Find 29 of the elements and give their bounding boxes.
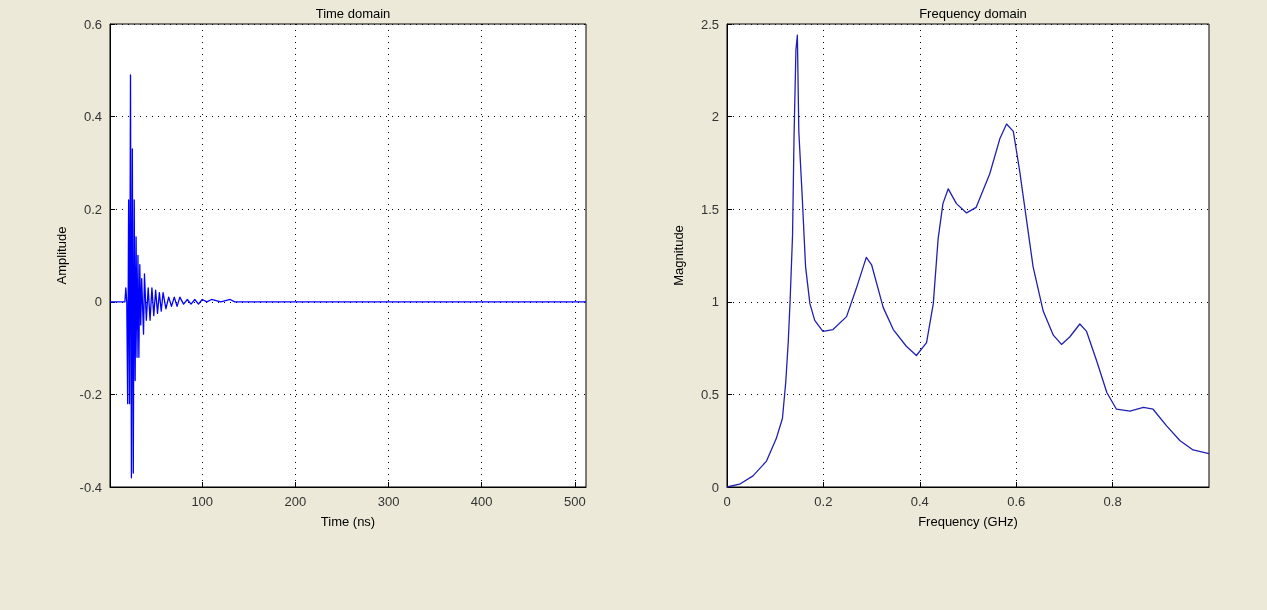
x-tick-label: 200 [284, 494, 307, 509]
y-axis-title: Amplitude [54, 226, 69, 285]
y-tick-label: 1 [711, 294, 719, 310]
y-tick-label: -0.2 [79, 386, 102, 402]
line-series [109, 74, 587, 479]
x-tick-label: 300 [377, 494, 400, 509]
y-tick-label: 2.5 [700, 16, 719, 32]
x-tick-label: 100 [191, 494, 214, 509]
chart-title: Frequency domain [919, 6, 1027, 21]
y-tick-label: 0.6 [83, 16, 102, 32]
y-tick-label: -0.4 [79, 479, 102, 495]
x-tick-label: 500 [563, 494, 586, 509]
x-tick-label: 0.4 [910, 494, 929, 509]
y-tick-label: 2 [711, 109, 719, 125]
x-axis-title: Time (ns) [320, 514, 376, 529]
y-axis-title: Magnitude [671, 225, 686, 286]
y-tick-label: 0.4 [83, 109, 102, 125]
y-tick-label: 0 [711, 479, 719, 495]
y-tick-label: 0 [94, 294, 102, 310]
x-tick-label: 0.2 [814, 494, 833, 509]
x-axis-title: Frequency (GHz) [918, 514, 1018, 529]
x-tick-label: 400 [470, 494, 493, 509]
y-tick-label: 0.2 [83, 201, 102, 217]
x-tick-label: 0.6 [1007, 494, 1026, 509]
y-tick-label: 0.5 [700, 386, 719, 402]
y-tick-label: 1.5 [700, 201, 719, 217]
x-tick-label: 0.8 [1103, 494, 1122, 509]
x-tick-label: 0 [723, 494, 731, 509]
chart-title: Time domain [315, 6, 391, 21]
